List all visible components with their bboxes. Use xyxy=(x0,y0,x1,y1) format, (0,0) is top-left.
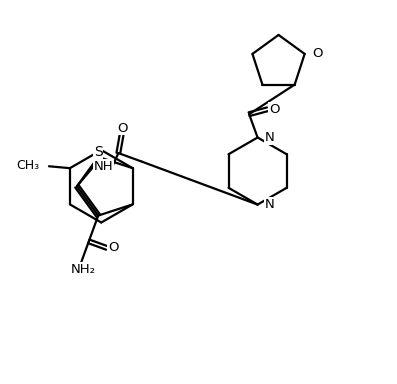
Text: N: N xyxy=(264,131,274,144)
Text: N: N xyxy=(264,198,274,211)
Text: O: O xyxy=(312,47,323,60)
Text: O: O xyxy=(108,242,118,254)
Text: CH₃: CH₃ xyxy=(16,159,39,172)
Text: O: O xyxy=(118,122,128,135)
Text: NH: NH xyxy=(94,160,114,173)
Text: NH₂: NH₂ xyxy=(71,263,96,275)
Text: S: S xyxy=(94,145,102,159)
Text: O: O xyxy=(269,103,279,116)
